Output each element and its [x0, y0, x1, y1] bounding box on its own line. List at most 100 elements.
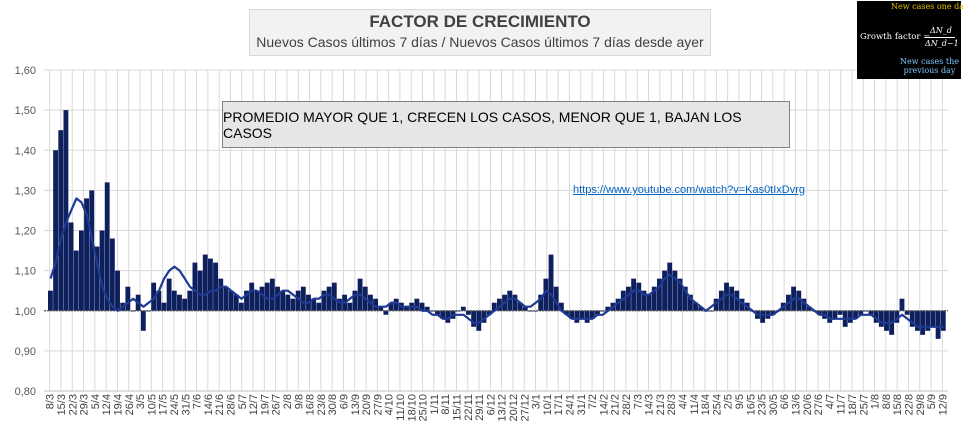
x-tick-label: 5/9: [926, 394, 938, 409]
bar: [109, 238, 115, 311]
x-tick-label: 29/3: [79, 394, 91, 415]
bar: [904, 310, 910, 315]
x-tick-label: 18/10: [406, 394, 418, 422]
bar: [53, 150, 59, 311]
bar: [264, 282, 270, 311]
bar: [63, 110, 69, 311]
bar: [177, 294, 182, 311]
bar: [569, 310, 575, 319]
bar: [847, 310, 853, 323]
x-axis: 8/3 15/3 22/3 29/3 5/4 12/4 19/4 26/4 3/5 10/5 17/…: [44, 390, 949, 422]
x-tick-label: 8/8: [881, 394, 893, 409]
youtube-link[interactable]: https://www.youtube.com/watch?v=Kas0tIxD…: [573, 184, 806, 196]
x-tick-label: 10/1: [542, 394, 554, 415]
x-tick-label: 23/8: [316, 394, 328, 415]
x-tick-label: 17/1: [553, 394, 565, 415]
x-tick-label: 22/3: [67, 394, 79, 415]
bar: [161, 302, 167, 311]
bar: [878, 310, 884, 327]
bar: [280, 290, 286, 311]
bar: [512, 294, 518, 311]
bar: [760, 310, 766, 323]
bar: [404, 306, 409, 311]
x-tick-label: 27/6: [813, 394, 825, 415]
x-tick-label: 4/4: [677, 394, 689, 409]
x-tick-label: 7/3: [632, 394, 644, 409]
y-tick-label: 1,30: [15, 185, 36, 197]
x-tick-label: 14/2: [598, 394, 610, 415]
x-tick-label: 27/9: [372, 394, 384, 415]
annotation-text: PROMEDIO MAYOR QUE 1, CRECEN LOS CASOS, …: [223, 108, 742, 141]
bar: [770, 310, 776, 315]
bar: [471, 310, 477, 327]
bar: [460, 306, 466, 311]
bar: [347, 302, 353, 311]
bar: [636, 282, 642, 311]
x-tick-label: 20/6: [802, 394, 814, 415]
bar: [58, 130, 64, 311]
bar: [326, 286, 332, 311]
x-tick-label: 2/5: [723, 394, 735, 409]
bar: [915, 310, 920, 331]
bar: [816, 310, 822, 315]
y-tick-label: 0,90: [15, 346, 36, 358]
bar: [693, 302, 698, 311]
bar: [497, 298, 502, 311]
x-tick-label: 15/8: [892, 394, 904, 415]
bar: [631, 278, 637, 311]
x-tick-label: 28/6: [225, 394, 237, 415]
inset-denominator: ΔN_d−1: [925, 39, 959, 48]
bar: [48, 290, 53, 311]
bar: [331, 282, 337, 311]
x-tick-label: 30/8: [327, 394, 339, 415]
bar: [687, 294, 693, 311]
bar: [522, 306, 528, 311]
bar: [68, 222, 74, 311]
bar: [564, 310, 569, 315]
bar: [806, 306, 812, 311]
bar: [223, 286, 229, 311]
x-tick-label: 31/1: [576, 394, 588, 415]
bar: [321, 290, 327, 311]
bar: [151, 282, 157, 311]
inset-fraction-bar: [925, 37, 955, 38]
bar: [89, 190, 95, 311]
y-tick-label: 1,20: [15, 226, 36, 238]
x-tick-label: 15/11: [451, 394, 463, 421]
x-tick-label: 11/10: [395, 394, 407, 421]
bar: [419, 302, 425, 311]
bar: [930, 310, 936, 327]
bar: [729, 286, 735, 311]
x-tick-label: 19/7: [259, 394, 271, 415]
bar: [78, 230, 84, 311]
bar: [548, 254, 554, 311]
bar: [285, 294, 291, 311]
bar: [615, 298, 621, 311]
bar: [832, 310, 838, 319]
x-tick-label: 3/5: [135, 394, 147, 409]
bar: [207, 258, 213, 311]
inset-top-note: New cases one day: [891, 2, 963, 11]
bar: [202, 254, 208, 311]
bar: [899, 298, 905, 311]
x-tick-label: 25/7: [858, 394, 870, 415]
bar: [269, 278, 275, 311]
bar: [218, 278, 224, 311]
x-tick-label: 9/5: [734, 394, 746, 409]
bar: [853, 310, 858, 319]
x-tick-label: 21/2: [610, 394, 622, 415]
annotation-box: PROMEDIO MAYOR QUE 1, CRECEN LOS CASOS, …: [222, 101, 790, 148]
bar: [595, 310, 600, 315]
inset-bottom-note-line-2: previous day: [903, 66, 956, 75]
bar: [739, 298, 745, 311]
bar: [254, 290, 260, 311]
bar: [166, 278, 172, 311]
bar: [626, 286, 631, 311]
x-tick-label: 11/7: [836, 394, 848, 415]
bar: [920, 310, 926, 335]
bar: [156, 290, 162, 311]
chart-title: FACTOR DE CRECIMIENTO: [369, 12, 591, 31]
bar: [171, 290, 177, 311]
bar: [724, 282, 729, 311]
